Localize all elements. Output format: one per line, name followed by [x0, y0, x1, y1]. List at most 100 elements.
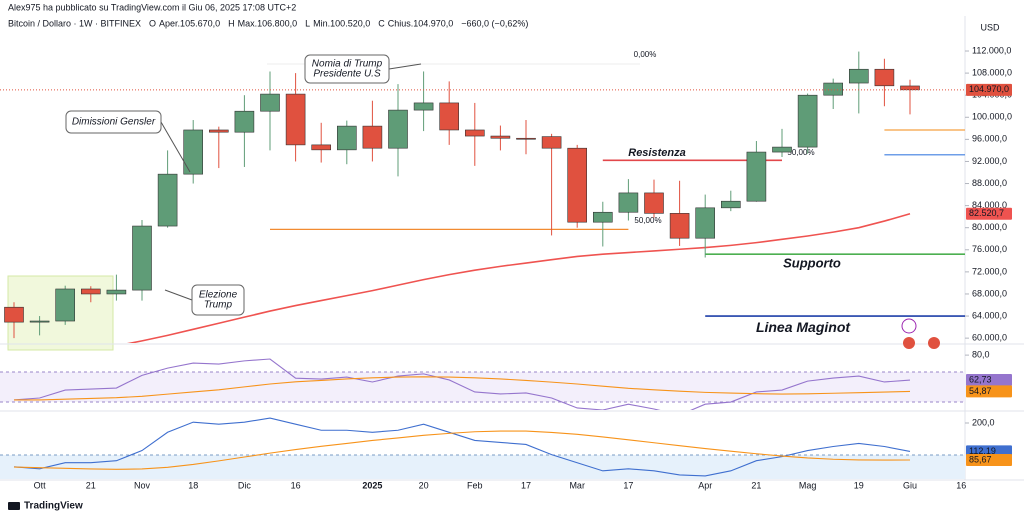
candle-body — [4, 306, 24, 323]
level-label: Resistenza — [628, 147, 685, 159]
candle-body — [669, 213, 690, 239]
candle-body — [55, 288, 76, 322]
candle-body — [541, 136, 562, 149]
candle-body — [772, 146, 792, 153]
last-price-label: 104.970,0 — [969, 84, 1009, 94]
candle-body — [209, 129, 229, 133]
x-tick-label: Giu — [903, 480, 917, 490]
x-tick-label: 2025 — [362, 480, 382, 490]
x-tick-label: Feb — [467, 480, 483, 490]
y-tick-label: 112.000,0 — [972, 45, 1011, 55]
y-tick-label: 64.000,0 — [972, 310, 1007, 320]
indicator-label: 62,73 — [969, 374, 992, 384]
candle-body — [106, 289, 127, 295]
legend-value: Aper.105.670,0 — [159, 18, 220, 28]
legend-key: H — [228, 18, 235, 28]
annotation-pointer — [160, 121, 191, 173]
indicator-line — [13, 417, 911, 477]
event-icon[interactable] — [928, 337, 940, 349]
annotation-text: Trump — [204, 300, 233, 311]
candle-body — [81, 288, 101, 295]
y-tick-label: 72.000,0 — [972, 266, 1007, 276]
indicator-band — [0, 455, 965, 479]
y-tick-label: 88.000,0 — [972, 178, 1007, 188]
candle-body — [695, 207, 716, 239]
candle-body — [183, 129, 203, 175]
candle-body — [516, 137, 536, 140]
candle-body — [797, 94, 818, 148]
candle-body — [285, 93, 306, 146]
legend-value: Max.106.800,0 — [238, 18, 298, 28]
legend-key: O — [149, 18, 156, 28]
candle-body — [823, 82, 844, 96]
ma-label: 82.520,7 — [969, 208, 1004, 218]
x-tick-label: Mag — [799, 480, 817, 490]
candle-body — [900, 85, 920, 91]
indicator-pane — [13, 417, 911, 477]
x-tick-label: 18 — [188, 480, 198, 490]
indicator-label: 54,87 — [969, 386, 992, 396]
x-tick-label: 16 — [956, 480, 966, 490]
x-tick-label: Dic — [238, 480, 251, 490]
candle-body — [874, 68, 895, 87]
y-tick-label: 200,0 — [972, 417, 995, 427]
legend-value: Min.100.520,0 — [313, 18, 370, 28]
x-tick-label: 19 — [854, 480, 864, 490]
annotation-text: Nomia di Trump — [312, 59, 383, 70]
legend-value: Chius.104.970,0 — [388, 18, 454, 28]
indicator-band — [0, 372, 965, 402]
x-tick-label: Nov — [134, 480, 151, 490]
annotation-text: Presidente U.S — [313, 69, 381, 80]
indicator-label-bg — [966, 374, 1012, 387]
candle-body — [388, 109, 408, 149]
last-price-label-bg — [966, 83, 1012, 96]
moving-average — [126, 213, 911, 343]
y-tick-label: 68.000,0 — [972, 288, 1007, 298]
candle-body — [567, 147, 588, 223]
candle-body — [336, 125, 357, 151]
x-tick-label: 20 — [419, 480, 429, 490]
event-icon[interactable] — [901, 318, 917, 334]
annotation-box — [191, 284, 245, 316]
annotation-text: Elezione — [199, 290, 238, 301]
annotation: Dimissioni Gensler — [65, 110, 191, 173]
fib-label: 0,00% — [634, 50, 657, 59]
candle-body — [311, 144, 332, 151]
candle-body — [362, 125, 383, 149]
x-tick-label: 17 — [521, 480, 531, 490]
candle-body — [132, 225, 152, 291]
y-tick-label: 108.000,0 — [972, 67, 1012, 77]
currency: USD — [980, 22, 1000, 32]
brand-name: TradingView — [24, 501, 83, 512]
y-tick-label: 100.000,0 — [972, 112, 1012, 122]
candle-body — [720, 200, 741, 209]
fib-label: 50,00% — [634, 216, 661, 225]
candle-body — [644, 192, 664, 214]
candle-body — [260, 93, 280, 112]
fib-label: 50,00% — [787, 148, 814, 157]
price-pane: Resistenza Supporto Linea Maginot 0,00% 50,0… — [4, 50, 965, 343]
x-tick-label: 21 — [751, 480, 761, 490]
indicator-label-bg — [966, 385, 1012, 398]
candle-body — [848, 68, 869, 84]
candle-body — [464, 129, 485, 137]
event-icon[interactable] — [903, 337, 915, 349]
indicator-label: 85,67 — [969, 454, 992, 464]
level-label: Supporto — [783, 256, 841, 271]
annotation-box — [304, 54, 390, 84]
candle-body — [157, 173, 178, 227]
x-tick-label: Ott — [34, 480, 47, 490]
legend-change: −660,0 (−0,62%) — [461, 18, 528, 28]
y-tick-label: 76.000,0 — [972, 244, 1007, 254]
indicator-line — [13, 430, 911, 470]
y-tick-label: 92.000,0 — [972, 156, 1007, 166]
x-tick-label: Mar — [569, 480, 585, 490]
legend-key: L — [305, 18, 310, 28]
x-tick-label: 17 — [623, 480, 633, 490]
brand-logo — [8, 502, 20, 510]
annotation-text: Dimissioni Gensler — [72, 117, 156, 128]
